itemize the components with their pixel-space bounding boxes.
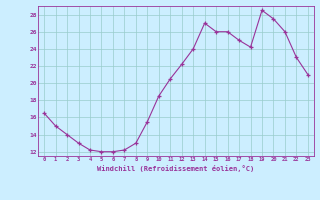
X-axis label: Windchill (Refroidissement éolien,°C): Windchill (Refroidissement éolien,°C) — [97, 165, 255, 172]
